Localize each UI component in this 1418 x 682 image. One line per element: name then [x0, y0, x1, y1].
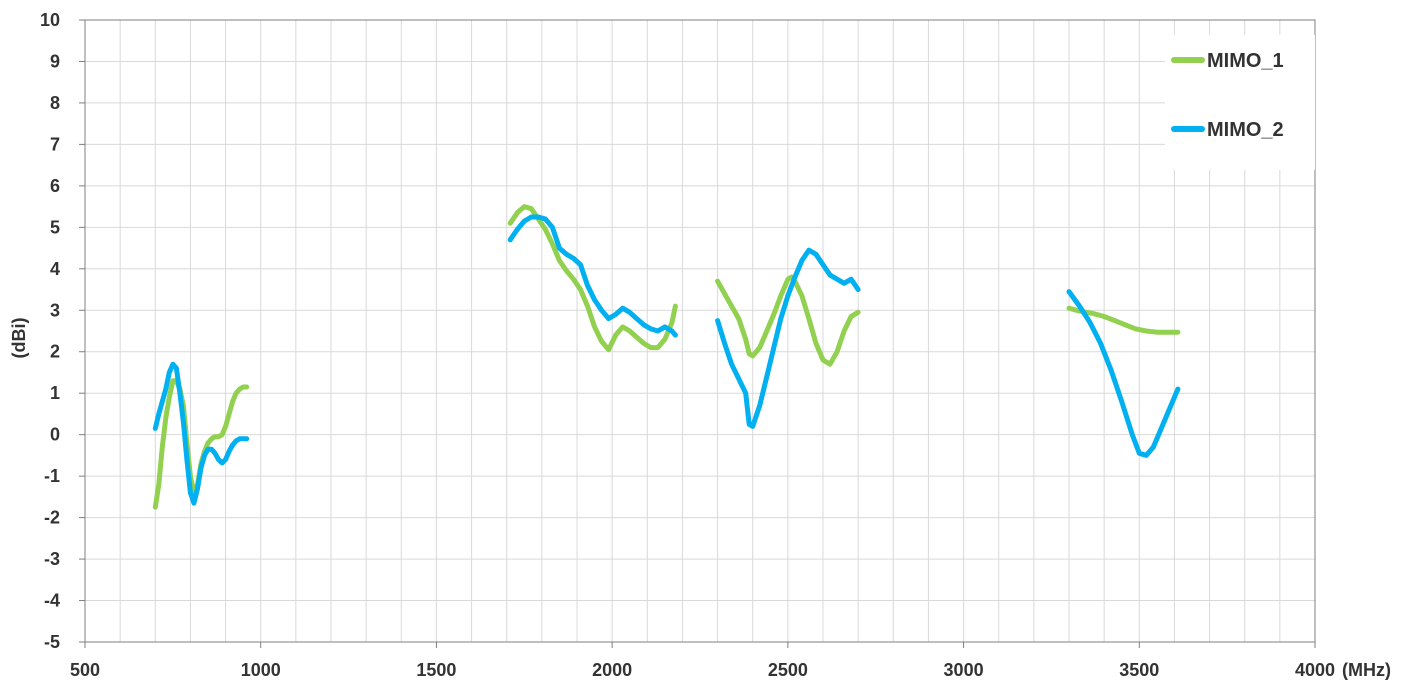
series-line-mimo-2	[507, 214, 678, 338]
series-line-mimo-2	[1066, 289, 1181, 458]
x-tick-label: 500	[70, 660, 100, 680]
plot-area-frame	[84, 19, 1316, 643]
x-tick-label: 3500	[1119, 660, 1159, 680]
y-tick-label: 7	[50, 134, 60, 154]
x-tick-label: 1000	[241, 660, 281, 680]
y-tick-label: 1	[50, 383, 60, 403]
x-axis-title: (MHz)	[1342, 660, 1391, 680]
y-axis-title: (dBi)	[9, 318, 29, 359]
series-line-mimo-1	[1066, 305, 1181, 335]
x-tick-label: 2000	[592, 660, 632, 680]
x-tick-label: 1500	[416, 660, 456, 680]
y-axis-tick-labels: -5 -4 -3 -2 -1 0 1 2 3 4 5 6 7 8 9 10	[40, 10, 85, 652]
y-tick-label: -4	[44, 591, 60, 611]
x-tick-label: 3000	[944, 660, 984, 680]
y-tick-label: 0	[50, 425, 60, 445]
y-tick-label: 5	[50, 217, 60, 237]
legend-label-mimo-1: MIMO_1	[1207, 50, 1284, 72]
y-tick-label: -1	[44, 466, 60, 486]
x-tick-label: 4000	[1295, 660, 1335, 680]
series-line-mimo-2	[715, 247, 861, 429]
legend-label-mimo-2: MIMO_2	[1207, 119, 1284, 141]
legend: MIMO_1 MIMO_2	[1165, 35, 1315, 170]
x-tick-label: 2500	[768, 660, 808, 680]
series-lines	[152, 204, 1181, 510]
grid	[85, 20, 1315, 642]
y-tick-label: -2	[44, 508, 60, 528]
y-tick-label: -5	[44, 632, 60, 652]
y-tick-label: -3	[44, 549, 60, 569]
series-line-mimo-2	[152, 361, 250, 506]
y-tick-label: 8	[50, 93, 60, 113]
y-tick-label: 6	[50, 176, 60, 196]
y-tick-label: 9	[50, 51, 60, 71]
y-tick-label: 3	[50, 300, 60, 320]
y-tick-label: 10	[40, 10, 60, 30]
y-tick-label: 2	[50, 342, 60, 362]
y-tick-label: 4	[50, 259, 60, 279]
series-line-mimo-1	[715, 274, 861, 367]
x-axis-tick-labels: 500 1000 1500 2000 2500 3000 3500 4000	[70, 642, 1335, 680]
